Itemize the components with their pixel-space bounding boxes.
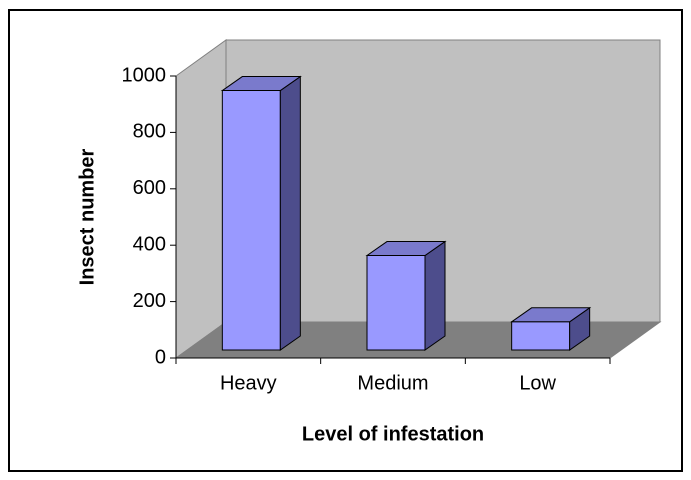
y-tick-label: 0 (155, 346, 166, 368)
bar-top (510, 307, 592, 323)
x-tick-label: Medium (357, 372, 428, 394)
y-tick-label: 200 (133, 290, 166, 312)
x-tick-label: Low (519, 372, 556, 394)
bar-top (220, 76, 302, 92)
x-axis-label: Level of infestation (302, 423, 484, 445)
bar (510, 306, 592, 351)
y-tick-label: 800 (133, 121, 166, 143)
y-axis-label: Insect number (76, 148, 98, 285)
bar (220, 75, 302, 351)
bar-front (221, 90, 281, 351)
side-wall (175, 39, 227, 359)
y-tick-label: 1000 (122, 64, 167, 86)
y-tick-label: 400 (133, 233, 166, 255)
bar-side (279, 75, 301, 351)
x-tick-label: Heavy (220, 372, 277, 394)
bar-side (424, 240, 446, 351)
y-tick-label: 600 (133, 177, 166, 199)
bar-front (366, 255, 426, 351)
bar (365, 240, 447, 351)
bar-front (511, 321, 571, 351)
bar-top (365, 241, 447, 257)
